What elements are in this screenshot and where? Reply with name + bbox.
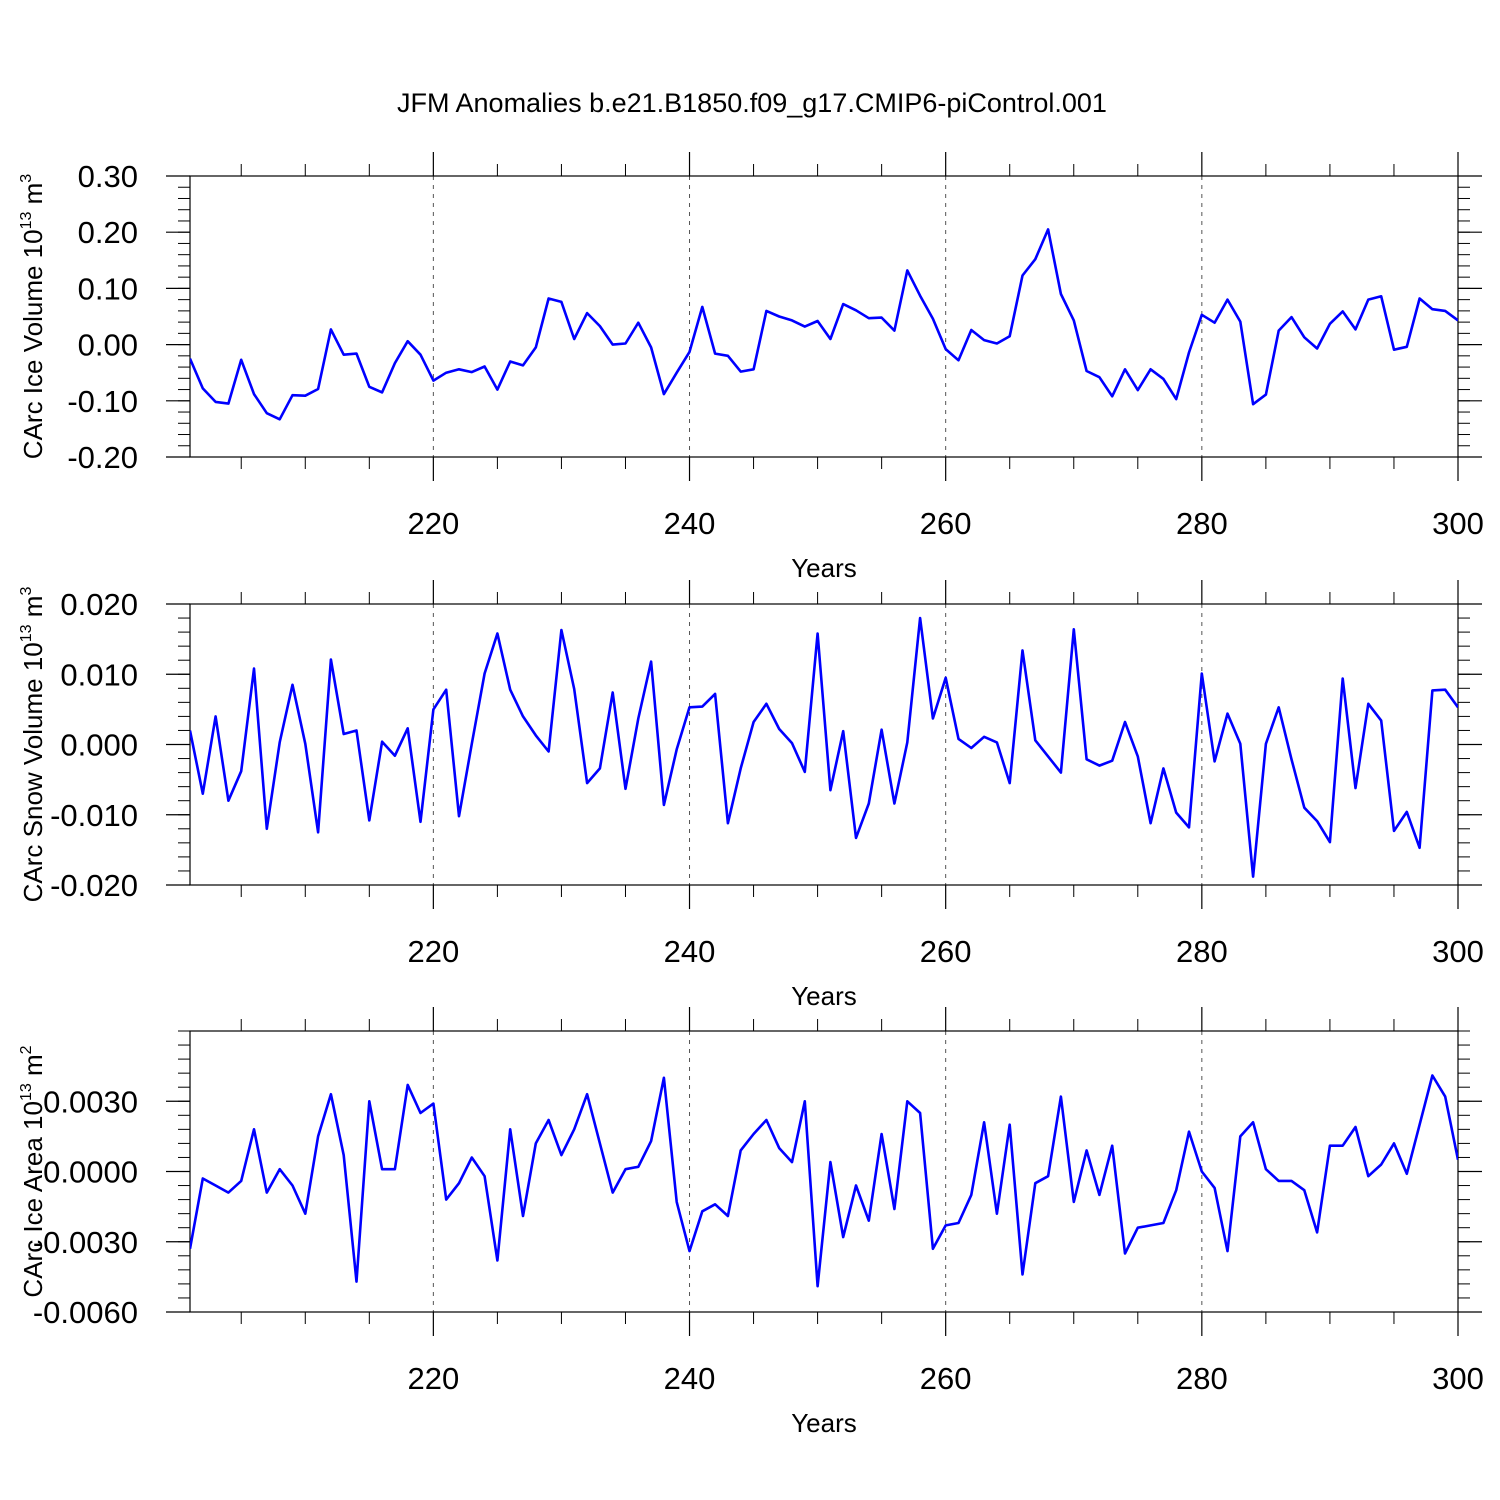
xtick-label: 220	[407, 1361, 459, 1396]
xtick-label: 240	[664, 506, 716, 541]
ytick-label: -0.20	[67, 440, 138, 475]
xtick-label: 240	[664, 934, 716, 969]
ytick-label: 0.0030	[43, 1084, 138, 1119]
xtick-label: 300	[1432, 1361, 1484, 1396]
xtick-label: 280	[1176, 506, 1228, 541]
xaxis-label: Years	[791, 1408, 857, 1438]
xaxis-label: Years	[791, 553, 857, 583]
panel-ice-volume: -0.20 -0.10 0.00 0.10 0.20 0.30 220 240 260 280 30…	[18, 152, 1484, 583]
ytick-label: 0.00	[78, 328, 138, 363]
ytick-label: -0.010	[50, 798, 138, 833]
xaxis-label: Years	[791, 981, 857, 1011]
xtick-label: 260	[920, 506, 972, 541]
yaxis-label: CArc Snow Volume 1013 m3	[18, 587, 48, 903]
ytick-label: -0.020	[50, 868, 138, 903]
xtick-label: 280	[1176, 934, 1228, 969]
panel-snow-volume: -0.020 -0.010 0.000 0.010 0.020 220 240 260 280 3…	[18, 580, 1484, 1011]
chart-title: JFM Anomalies b.e21.B1850.f09_g17.CMIP6-…	[397, 88, 1107, 118]
xtick-label: 220	[407, 506, 459, 541]
yaxis-label: CArc Ice Area 1013 m2	[18, 1045, 48, 1297]
ytick-label: -0.0030	[33, 1225, 138, 1260]
xtick-label: 300	[1432, 934, 1484, 969]
plot-frame	[189, 175, 1459, 458]
xtick-label: 240	[664, 1361, 716, 1396]
ytick-label: 0.010	[60, 657, 138, 692]
series-line-snow-volume	[190, 616, 1458, 878]
ytick-label: 0.020	[60, 587, 138, 622]
ytick-label: 0.10	[78, 271, 138, 306]
ytick-label: -0.0060	[33, 1295, 138, 1330]
ytick-label: 0.000	[60, 728, 138, 763]
ytick-label: 0.20	[78, 215, 138, 250]
panel-ice-area: -0.0060 -0.0030 0.0000 0.0030 220 240 260 280 30…	[18, 1007, 1484, 1438]
series-line-ice-area	[190, 1074, 1458, 1288]
ytick-label: -0.10	[67, 384, 138, 419]
xtick-label: 300	[1432, 506, 1484, 541]
xtick-label: 280	[1176, 1361, 1228, 1396]
ytick-label: 0.30	[78, 159, 138, 194]
plot-frame	[189, 603, 1459, 886]
xtick-label: 260	[920, 1361, 972, 1396]
xtick-label: 220	[407, 934, 459, 969]
ytick-label: 0.0000	[43, 1155, 138, 1190]
xtick-label: 260	[920, 934, 972, 969]
yaxis-label: CArc Ice Volume 1013 m3	[18, 174, 48, 459]
series-line-ice-volume	[190, 228, 1458, 421]
